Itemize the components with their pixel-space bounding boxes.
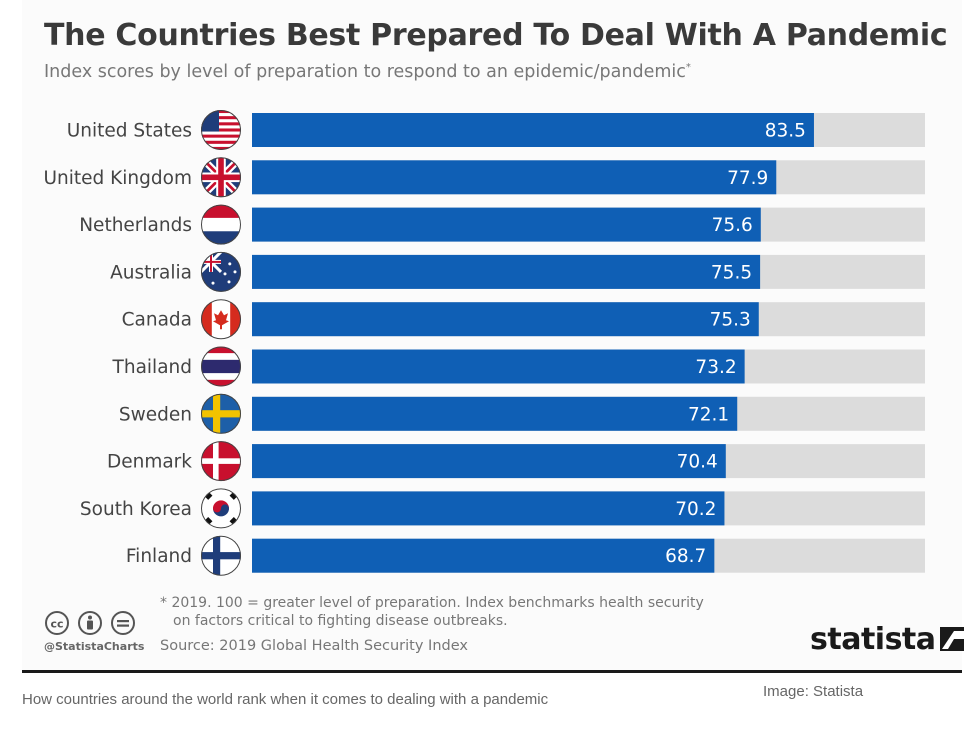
- country-label: South Korea: [80, 499, 192, 520]
- bar-chart: 83.5 United States 77.9 United Kingdom 75.6 N…: [44, 110, 925, 576]
- country-label: Netherlands: [79, 215, 192, 236]
- bar: [252, 444, 726, 479]
- bar: [252, 254, 761, 289]
- bar: [252, 396, 738, 431]
- subtitle-footnote-mark: *: [685, 62, 691, 74]
- bar: [252, 113, 814, 147]
- bar: [252, 207, 761, 242]
- value-label: 75.6: [712, 215, 753, 236]
- country-label: United States: [67, 121, 192, 142]
- image-credit: Image: Statista: [763, 683, 864, 700]
- value-label: 83.5: [765, 121, 806, 142]
- flag-border: [201, 393, 241, 434]
- south-korea-flag-icon: [201, 488, 241, 529]
- flag-border: [201, 251, 241, 292]
- value-label: 77.9: [727, 168, 768, 189]
- subtitle-text: Index scores by level of preparation to …: [44, 62, 686, 82]
- flag-border: [201, 157, 241, 198]
- social-handle: @StatistaCharts: [44, 640, 145, 653]
- chart-card: The Countries Best Prepared To Deal With…: [22, 0, 964, 673]
- value-label: 75.5: [711, 262, 752, 283]
- country-label: Thailand: [112, 357, 192, 378]
- footnote-line-2: on factors critical to fighting disease …: [173, 613, 508, 629]
- country-label: United Kingdom: [44, 168, 193, 189]
- footnote: * 2019. 100 = greater level of preparati…: [160, 594, 704, 630]
- flag-border: [201, 110, 241, 150]
- thailand-flag-icon: [201, 346, 241, 387]
- chart-subtitle: Index scores by level of preparation to …: [44, 62, 691, 82]
- statista-mark-icon: [939, 627, 964, 651]
- flag-border: [201, 346, 241, 387]
- bar: [252, 302, 759, 337]
- bar: [252, 538, 715, 573]
- creative-commons-icons: cc: [45, 611, 135, 635]
- flag-border: [201, 299, 241, 340]
- country-label: Australia: [110, 262, 192, 283]
- finland-flag-icon: [201, 535, 241, 576]
- flag-border: [201, 441, 241, 482]
- value-label: 70.2: [675, 499, 716, 520]
- flag-border: [201, 488, 241, 529]
- bar: [252, 349, 745, 384]
- flag-border: [201, 204, 241, 245]
- brand-name: statista: [810, 622, 936, 657]
- bar: [252, 160, 777, 195]
- canada-flag-icon: [201, 299, 241, 340]
- country-label: Finland: [126, 546, 192, 567]
- source-note: Source: 2019 Global Health Security Inde…: [160, 638, 468, 654]
- statista-logo: statista: [810, 622, 964, 657]
- footnote-line-1: * 2019. 100 = greater level of preparati…: [160, 595, 704, 611]
- denmark-flag-icon: [201, 441, 241, 482]
- value-label: 70.4: [677, 452, 718, 473]
- chart-title: The Countries Best Prepared To Deal With…: [44, 18, 948, 53]
- country-label: Denmark: [107, 452, 192, 473]
- value-label: 75.3: [710, 310, 751, 331]
- value-label: 72.1: [688, 404, 729, 425]
- country-label: Canada: [122, 310, 192, 331]
- australia-flag-icon: [201, 251, 241, 292]
- value-label: 73.2: [695, 357, 736, 378]
- country-label: Sweden: [119, 404, 192, 425]
- value-label: 68.7: [665, 546, 706, 567]
- sweden-flag-icon: [201, 393, 241, 434]
- article-caption: How countries around the world rank when…: [22, 691, 549, 708]
- uk-flag-icon: [201, 157, 241, 198]
- svg-text:cc: cc: [50, 618, 63, 631]
- flag-border: [201, 535, 241, 576]
- bar: [252, 491, 725, 526]
